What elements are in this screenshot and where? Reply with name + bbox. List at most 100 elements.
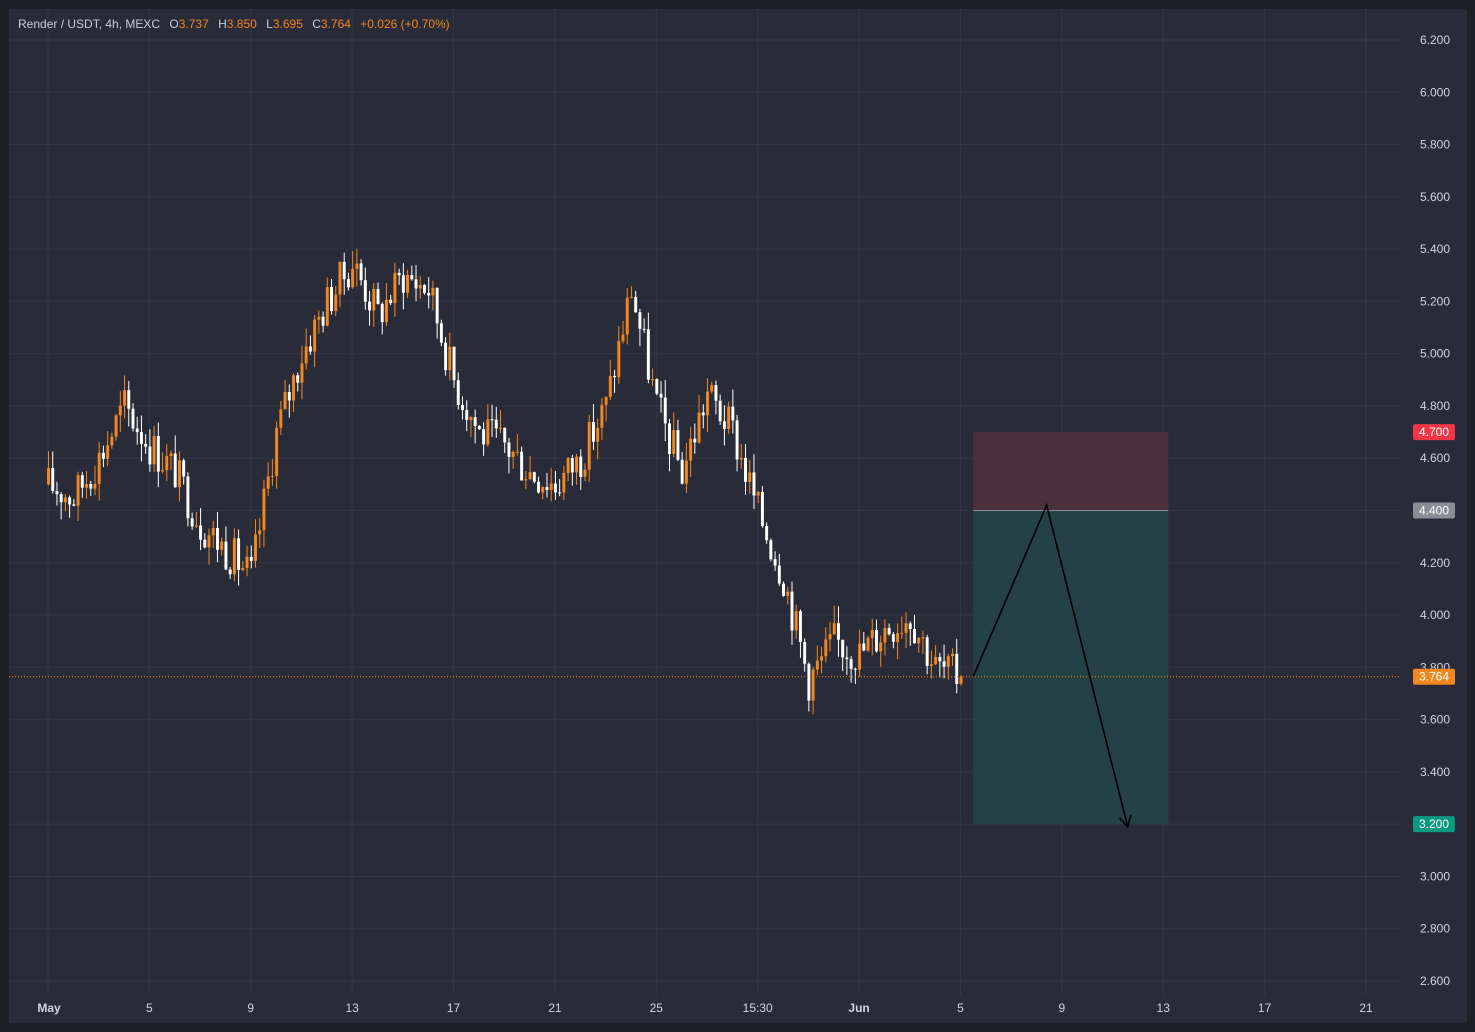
close-label: C (312, 17, 321, 31)
time-tick-label: May (37, 1001, 61, 1015)
candle-body (727, 406, 731, 429)
low-label: L (266, 17, 273, 31)
candle-body (739, 457, 743, 460)
candle-body (929, 664, 933, 666)
candle-body (828, 634, 832, 640)
open-label: O (169, 17, 179, 31)
candle-body (596, 427, 600, 442)
candle-body (254, 534, 257, 561)
candle-body (503, 427, 507, 443)
price-tick-label: 4.800 (1420, 399, 1450, 413)
candle-body (824, 639, 828, 657)
candle-body (465, 410, 469, 420)
candle-body (156, 436, 160, 472)
candle-body (917, 637, 921, 644)
change-value: +0.026 (+0.70%) (360, 17, 450, 31)
candle-body (731, 406, 735, 421)
candle-body (461, 404, 464, 411)
candle-body (820, 656, 824, 661)
entry-badge-label: 4.400 (1419, 504, 1449, 518)
take-profit-badge (1413, 816, 1455, 833)
candle-body (211, 528, 215, 536)
candle-body (177, 460, 181, 488)
candle-body (161, 470, 165, 472)
candle-body (676, 430, 680, 460)
candle-body (499, 427, 502, 429)
candle-body (951, 653, 954, 657)
candle-body (228, 569, 232, 575)
candle-body (215, 528, 219, 550)
take-profit-zone (973, 510, 1169, 825)
price-tick-label: 6.200 (1420, 33, 1450, 47)
candle-body (59, 494, 63, 503)
candle-body (384, 299, 388, 323)
candle-body (199, 525, 203, 540)
candle-body (718, 400, 722, 422)
candle-body (900, 632, 904, 634)
candle-body (697, 412, 701, 443)
candle-body (537, 481, 541, 493)
candle-body (469, 417, 473, 420)
candle-body (511, 451, 515, 458)
time-axis[interactable]: May 5 9 13 17 21 25 15:30 Jun 5 9 13 17 21 (37, 1001, 1373, 1015)
candle-body (756, 492, 760, 496)
price-tick-label: 2.800 (1420, 922, 1450, 936)
candle-body (287, 392, 291, 401)
candle-body (579, 456, 583, 477)
price-tick-label: 3.000 (1420, 869, 1450, 883)
projection-arrowhead (1119, 814, 1132, 829)
candle-body (85, 484, 88, 488)
candle-body (110, 436, 114, 446)
candle-body (262, 488, 266, 531)
candle-body (308, 346, 312, 352)
candle-body (934, 657, 938, 665)
candle-body (836, 623, 840, 640)
candle-body (376, 289, 380, 304)
candle-body (266, 476, 270, 489)
candle-body (63, 497, 67, 503)
candle-body (431, 287, 435, 296)
candle-body (625, 297, 629, 335)
candle-body (486, 419, 490, 445)
candle-body (524, 479, 528, 481)
candle-body (600, 404, 604, 428)
stop-loss-badge-label: 4.700 (1419, 425, 1449, 439)
candle-body (773, 559, 777, 566)
candle-body (710, 385, 714, 392)
current-price-badge-label: 3.764 (1419, 670, 1449, 684)
candle-body (604, 396, 608, 405)
candle-body (101, 452, 105, 459)
candle-body (617, 341, 621, 378)
candle-body (207, 535, 211, 548)
price-tick-label: 6.000 (1420, 85, 1450, 99)
price-tick-label: 5.000 (1420, 347, 1450, 361)
candle-body (862, 643, 866, 651)
candle-body (173, 453, 177, 488)
projection-path (972, 502, 1129, 827)
candle-body (782, 583, 786, 596)
candle-body (634, 296, 638, 313)
candle-body (870, 630, 874, 638)
time-tick-label: 9 (1059, 1001, 1066, 1015)
time-tick-label: 21 (548, 1001, 562, 1015)
price-tick-label: 4.600 (1420, 451, 1450, 465)
candle-body (507, 442, 511, 458)
candle-body (684, 460, 688, 484)
candle-body (938, 657, 942, 662)
candle-body (359, 263, 363, 281)
current-price-badge (1413, 668, 1455, 685)
candle-body (220, 541, 224, 550)
candle-body (858, 643, 862, 670)
candle-body (393, 272, 397, 304)
price-tick-label: 3.600 (1420, 713, 1450, 727)
time-tick-label: 21 (1359, 1001, 1373, 1015)
candle-body (165, 456, 169, 471)
open-value: 3.737 (178, 17, 209, 31)
candle-body (321, 316, 325, 326)
candle-body (194, 525, 198, 527)
candle-body (418, 284, 422, 289)
candle-body (368, 301, 372, 311)
candle-body (342, 261, 346, 280)
